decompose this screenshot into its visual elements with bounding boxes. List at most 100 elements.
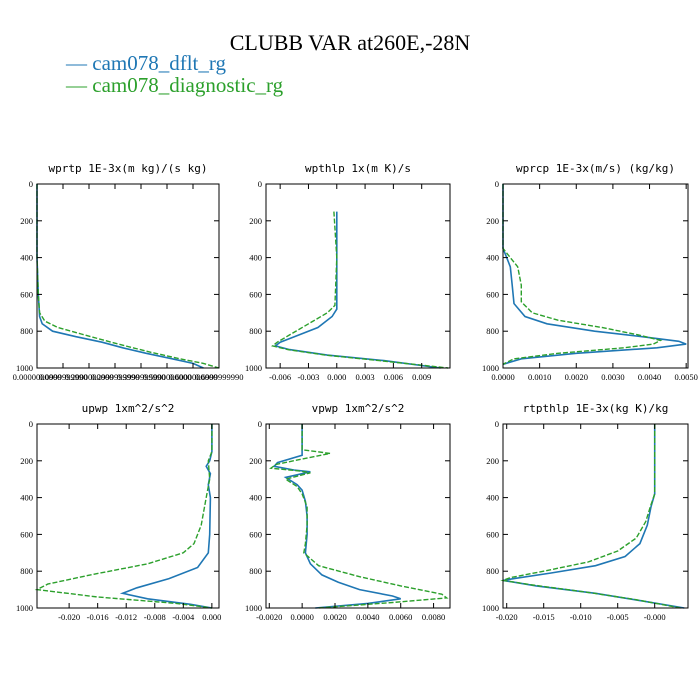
- x-tick-label: 0.0050: [674, 372, 697, 382]
- panel-3: upwp 1xm^2/s^2 0 200 400 600 800 1000 -0.020 -0.…: [16, 402, 221, 622]
- y-tick-label: 0: [258, 419, 262, 429]
- plot-frame: [265, 183, 451, 369]
- y-tick-label: 0: [29, 179, 33, 189]
- y-tick-label: 1000: [16, 363, 33, 373]
- series-line-dflt: [36, 184, 204, 369]
- x-tick-label: -0.003: [297, 372, 319, 382]
- figure-title: CLUBB VAR at260E,-28N: [230, 30, 471, 55]
- x-tick-label: 0.0000000000: [13, 372, 62, 382]
- y-tick-label: 200: [486, 216, 499, 226]
- y-tick-label: 400: [249, 253, 262, 263]
- x-tick-label: 0.2000000000: [65, 372, 114, 382]
- panel-4: vpwp 1xm^2/s^2 0 200 400 600 800 1000-0.0020 0.…: [245, 402, 451, 622]
- x-tick-label: 0.0999999990: [39, 372, 88, 382]
- y-tick-label: 1000: [482, 603, 499, 613]
- x-tick-label: 0.006: [384, 372, 403, 382]
- panel-title: wprcp 1E-3x(m/s) (kg/kg): [516, 162, 675, 175]
- panel-title: vpwp 1xm^2/s^2: [312, 402, 405, 415]
- y-tick-label: 600: [486, 289, 499, 299]
- panel-2: wprcp 1E-3x(m/s) (kg/kg) 0 200 400 600 800 100…: [482, 162, 698, 382]
- series-line-dflt: [273, 211, 441, 369]
- x-tick-label: 0.5000000000: [143, 372, 192, 382]
- y-tick-label: 600: [486, 529, 499, 539]
- y-tick-label: 200: [249, 456, 262, 466]
- x-tick-label: 0.0010: [528, 372, 551, 382]
- x-tick-label: -0.004: [172, 612, 195, 622]
- x-tick-label: 0.0020: [323, 612, 346, 622]
- x-tick-label: 0.0040: [356, 612, 379, 622]
- panel-5: rtpthlp 1E-3x(kg K)/kg02004006008001000-…: [482, 402, 689, 622]
- y-tick-label: 0: [495, 419, 499, 429]
- x-tick-label: 0.000: [202, 612, 221, 622]
- y-tick-label: 200: [20, 456, 33, 466]
- panel-title: rtpthlp 1E-3x(kg K)/kg: [523, 402, 669, 415]
- y-tick-label: 0: [29, 419, 33, 429]
- y-tick-label: 400: [249, 493, 262, 503]
- legend-entry-diagnostic: — cam078_diagnostic_rg: [65, 73, 284, 97]
- x-tick-label: -0.005: [607, 612, 629, 622]
- y-tick-label: 400: [20, 253, 33, 263]
- plot-frame: [502, 423, 689, 609]
- panel-title: upwp 1xm^2/s^2: [82, 402, 175, 415]
- x-tick-label: 0.0000: [290, 612, 313, 622]
- y-tick-label: 400: [20, 493, 33, 503]
- x-tick-label: -0.0020: [256, 612, 282, 622]
- x-tick-label: 0.0040: [638, 372, 661, 382]
- y-tick-label: 800: [20, 566, 33, 576]
- y-tick-label: 200: [249, 216, 262, 226]
- panels-grid: wprtp 1E-3x(m kg)/(s kg) 0 200 400 600 800 100…: [13, 162, 698, 622]
- series-line-diagnostic: [34, 424, 213, 609]
- y-tick-label: 1000: [482, 363, 499, 373]
- y-tick-label: 600: [249, 529, 262, 539]
- y-tick-label: 800: [486, 566, 499, 576]
- x-tick-label: 0.009: [412, 372, 431, 382]
- y-tick-label: 200: [486, 456, 499, 466]
- plot-frame: [265, 423, 451, 609]
- series-line-dflt: [119, 424, 213, 609]
- plot-frame: [502, 183, 689, 369]
- x-tick-label: -0.008: [144, 612, 166, 622]
- series-line-diagnostic: [36, 184, 220, 369]
- x-tick-label: 0.0080: [422, 612, 445, 622]
- x-tick-label: 0.0000: [491, 372, 514, 382]
- legend-entry-dflt: — cam078_dflt_rg: [65, 51, 227, 75]
- y-tick-label: 1000: [16, 603, 33, 613]
- panel-0: wprtp 1E-3x(m kg)/(s kg) 0 200 400 600 800 100…: [13, 162, 244, 382]
- y-tick-label: 1000: [245, 363, 262, 373]
- x-tick-label: -0.012: [115, 612, 137, 622]
- y-tick-label: 800: [20, 326, 33, 336]
- series-line-dflt: [502, 424, 685, 609]
- x-tick-label: -0.010: [570, 612, 592, 622]
- y-tick-label: 400: [486, 253, 499, 263]
- y-tick-label: 600: [249, 289, 262, 299]
- x-tick-label: -0.016: [87, 612, 109, 622]
- series-line-dflt: [502, 184, 687, 366]
- y-tick-label: 200: [20, 216, 33, 226]
- plot-frame: [36, 423, 220, 609]
- y-tick-label: 800: [486, 326, 499, 336]
- x-tick-label: 0.6000000000: [169, 372, 218, 382]
- series-line-diagnostic: [502, 184, 663, 365]
- series-line-diagnostic: [271, 211, 449, 369]
- x-tick-label: 0.003: [356, 372, 375, 382]
- series-line-dflt: [272, 424, 401, 609]
- x-tick-label: 0.0030: [601, 372, 624, 382]
- x-tick-label: 0.0020: [565, 372, 588, 382]
- y-tick-label: 600: [20, 529, 33, 539]
- y-tick-label: 400: [486, 493, 499, 503]
- x-tick-label: -0.020: [58, 612, 80, 622]
- plot-frame: [36, 183, 220, 369]
- y-tick-label: 0: [495, 179, 499, 189]
- y-tick-label: 800: [249, 326, 262, 336]
- x-tick-label: -0.020: [496, 612, 518, 622]
- x-tick-label: -0.006: [269, 372, 291, 382]
- series-line-diagnostic: [500, 424, 681, 609]
- y-tick-label: 0: [258, 179, 262, 189]
- x-tick-label: 0.2999999990: [91, 372, 140, 382]
- panel-title: wpthlp 1x(m K)/s: [305, 162, 411, 175]
- x-tick-label: 0.0060: [389, 612, 412, 622]
- x-tick-label: -0.015: [533, 612, 555, 622]
- y-tick-label: 800: [249, 566, 262, 576]
- y-tick-label: 1000: [245, 603, 262, 613]
